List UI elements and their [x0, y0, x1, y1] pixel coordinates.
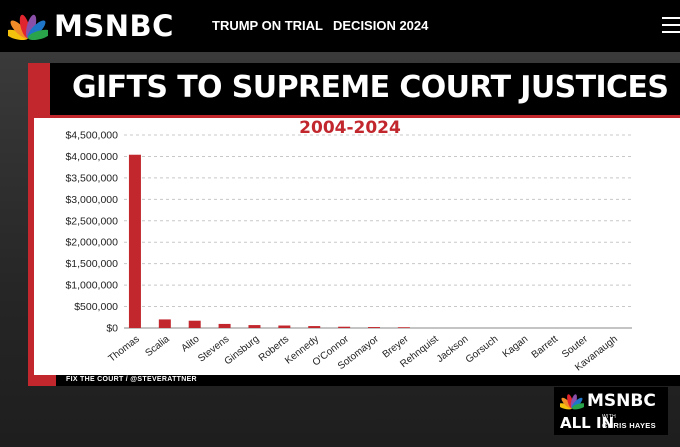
bug-show-name: ALL IN	[560, 414, 615, 432]
x-tick-label: Alito	[179, 333, 201, 354]
msnbc-logo[interactable]: MSNBC	[8, 9, 174, 43]
x-axis-labels: Thomas Scalia AlitoStevensGinsburgRobertsK…	[107, 333, 620, 373]
bug-host: CHRIS HAYES	[602, 421, 656, 430]
show-bug: MSNBC ALL IN WITH CHRIS HAYES	[554, 387, 668, 435]
x-tick-label: Gorsuch	[464, 334, 501, 366]
nav-decision-2024[interactable]: DECISION 2024	[333, 18, 429, 33]
y-tick-label: $4,500,000	[65, 130, 118, 142]
bar-roberts	[278, 325, 291, 328]
bug-with: WITH	[602, 414, 616, 420]
title-accent	[28, 63, 50, 115]
nav-trump-on-trial[interactable]: TRUMP ON TRIAL	[212, 18, 323, 33]
y-tick-label: $2,500,000	[65, 215, 118, 227]
chart-grid	[124, 134, 632, 329]
panel-accent-strip	[28, 115, 34, 386]
title-divider	[28, 115, 680, 118]
y-tick-label: $0	[106, 323, 118, 335]
source-bar	[28, 375, 680, 386]
bar-scalia	[158, 319, 171, 328]
x-tick-label: Barrett	[530, 334, 561, 361]
y-tick-label: $4,000,000	[65, 151, 118, 163]
y-tick-label: $1,500,000	[65, 258, 118, 270]
peacock-icon	[560, 394, 584, 410]
bug-logo: MSNBC	[560, 391, 656, 411]
x-tick-label: Kagan	[501, 334, 531, 360]
graphic-subtitle: 2004-2024	[299, 118, 401, 138]
gifts-bar-chart: $0 $500,000 $1,000,000 $1,500,000 $2,000,000…	[65, 130, 632, 374]
y-tick-label: $3,500,000	[65, 172, 118, 184]
menu-icon[interactable]	[662, 17, 680, 35]
bar-stevens	[218, 323, 231, 328]
source-credit: FIX THE COURT / @STEVERATTNER	[66, 376, 197, 383]
x-tick-label: Scalia	[143, 333, 172, 359]
source-accent	[28, 375, 56, 386]
peacock-icon	[8, 14, 48, 40]
bar-sotomayor	[368, 327, 380, 328]
title-bar	[28, 63, 680, 115]
bar-oconnor	[338, 326, 351, 328]
site-header: MSNBC TRUMP ON TRIAL DECISION 2024	[0, 0, 680, 52]
bar-kennedy	[308, 326, 321, 328]
y-tick-label: $3,000,000	[65, 194, 118, 206]
bug-network: MSNBC	[587, 391, 656, 411]
bar-breyer	[397, 327, 410, 328]
bar-ginsburg	[248, 325, 261, 328]
graphic-title: GIFTS TO SUPREME COURT JUSTICES	[72, 70, 669, 105]
x-tick-label: Thomas	[107, 334, 142, 365]
y-tick-label: $500,000	[74, 301, 118, 313]
y-tick-label: $2,000,000	[65, 237, 118, 249]
chart-bars	[128, 154, 410, 328]
y-tick-label: $1,000,000	[65, 280, 118, 292]
bar-alito	[188, 320, 201, 328]
y-axis-labels: $0 $500,000 $1,000,000 $1,500,000 $2,000,000…	[65, 130, 118, 335]
logo-text: MSNBC	[54, 9, 174, 43]
bar-thomas	[128, 154, 141, 328]
